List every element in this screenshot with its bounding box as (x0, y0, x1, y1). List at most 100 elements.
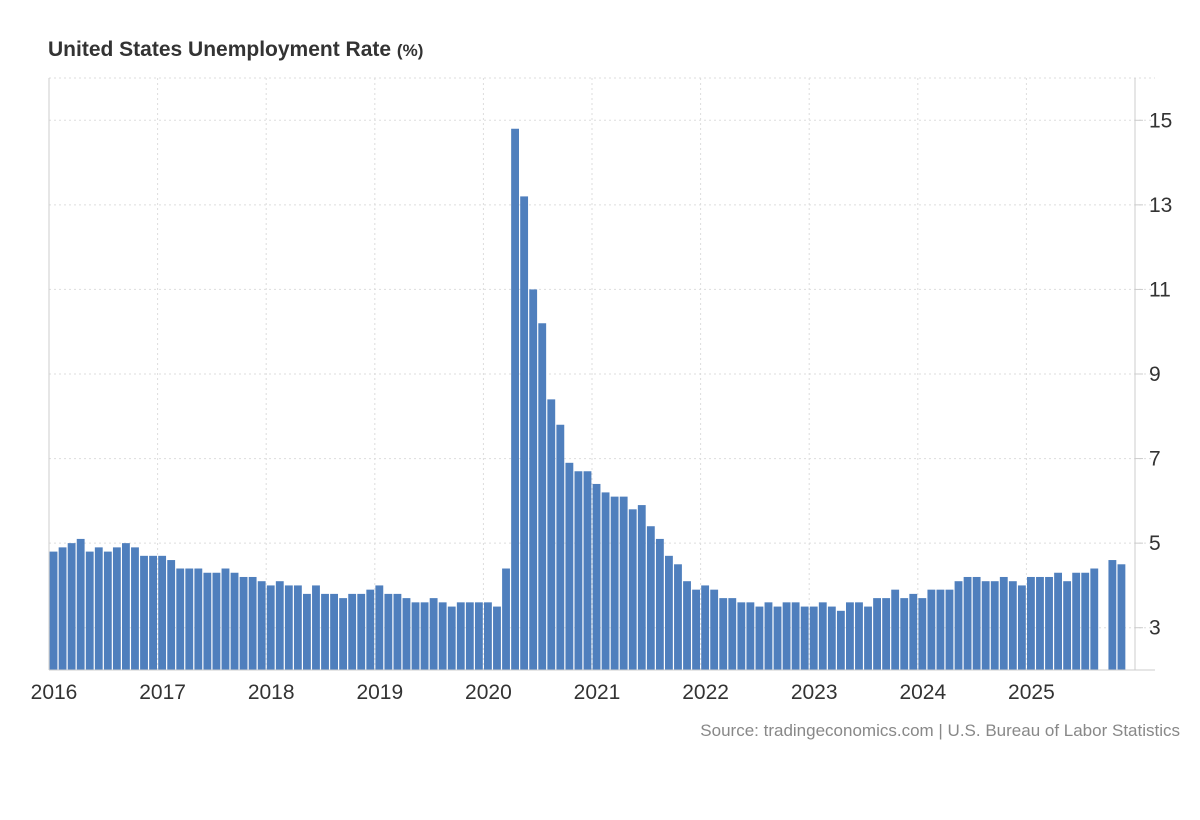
bar (502, 568, 510, 670)
bar (791, 602, 800, 670)
bar (484, 602, 492, 670)
bar (592, 483, 601, 670)
bar (954, 581, 963, 670)
bar (701, 585, 710, 670)
bar (836, 610, 845, 670)
bar (384, 593, 393, 670)
bar (447, 606, 456, 670)
bar (773, 606, 782, 670)
bar (248, 576, 257, 670)
bar (918, 598, 927, 670)
bar (58, 547, 67, 670)
bar (330, 593, 338, 670)
chart-title-unit: (%) (396, 41, 424, 60)
bar (963, 576, 972, 670)
bar (855, 602, 863, 670)
x-tick-label: 2024 (899, 681, 946, 704)
bar (1063, 581, 1072, 670)
bar (185, 568, 194, 670)
bar (1108, 560, 1117, 670)
bar (583, 471, 592, 670)
x-tick-label: 2021 (574, 681, 621, 704)
bar (511, 128, 519, 670)
y-tick-label: 11 (1149, 278, 1171, 301)
bar (882, 598, 891, 670)
bar (194, 568, 203, 670)
bar (420, 602, 429, 670)
bar (818, 602, 827, 670)
bar (610, 496, 619, 670)
bar (981, 581, 990, 670)
bar (927, 589, 936, 670)
bar (438, 602, 447, 670)
bar (149, 555, 157, 670)
bar (357, 593, 366, 670)
bar (719, 598, 728, 670)
bar (846, 602, 854, 670)
bar (303, 593, 311, 670)
bar (529, 289, 538, 670)
x-tick-label: 2020 (465, 681, 512, 704)
bar (67, 543, 76, 670)
bar (176, 568, 185, 670)
y-tick-label: 15 (1149, 109, 1172, 132)
bar (348, 593, 357, 670)
bar (122, 543, 130, 670)
bar (873, 598, 881, 670)
bar (293, 585, 302, 670)
bar (692, 589, 700, 670)
bar (520, 196, 529, 670)
bar (809, 606, 818, 670)
bar (565, 462, 574, 670)
bar (284, 585, 293, 670)
bar (1117, 564, 1126, 670)
chart-title: United States Unemployment Rate (%) (48, 38, 423, 62)
bar (266, 585, 275, 670)
bar (782, 602, 791, 670)
bar (990, 581, 999, 670)
bar (1072, 572, 1081, 670)
bar (665, 555, 673, 670)
bar (972, 576, 981, 670)
bar (140, 555, 148, 670)
chart-title-text: United States Unemployment Rate (48, 38, 392, 61)
bar (275, 581, 284, 670)
bar (1045, 576, 1053, 670)
bar (999, 576, 1008, 670)
bar (103, 551, 112, 670)
bar (474, 602, 483, 670)
bar (737, 602, 746, 670)
bar (746, 602, 755, 670)
bar (339, 598, 348, 670)
bar (755, 606, 764, 670)
bar (1090, 568, 1099, 670)
bar (402, 598, 411, 670)
y-tick-label: 3 (1149, 617, 1161, 640)
y-tick-label: 5 (1149, 532, 1161, 555)
chart-source: Source: tradingeconomics.com | U.S. Bure… (700, 721, 1180, 740)
bar (76, 538, 85, 670)
x-tick-label: 2016 (31, 681, 78, 704)
bar (321, 593, 329, 670)
bar (538, 323, 547, 670)
tick-labels: 3 5 7 9 11 13 15 2016 2017 2018 2019 2020 2021 2022 20… (31, 109, 1173, 704)
bar (646, 526, 655, 670)
bar (456, 602, 465, 670)
bar (655, 538, 664, 670)
bar (1054, 572, 1062, 670)
bar (94, 547, 103, 670)
bar (909, 593, 918, 670)
bar (764, 602, 773, 670)
bar (393, 593, 402, 670)
bar (411, 602, 420, 670)
bar (1008, 581, 1017, 670)
bar (493, 606, 501, 670)
bar (728, 598, 737, 670)
bar (1081, 572, 1090, 670)
bar (945, 589, 954, 670)
bar (547, 399, 556, 670)
bar (85, 551, 94, 670)
bar (683, 581, 691, 670)
x-tick-label: 2025 (1008, 681, 1055, 704)
